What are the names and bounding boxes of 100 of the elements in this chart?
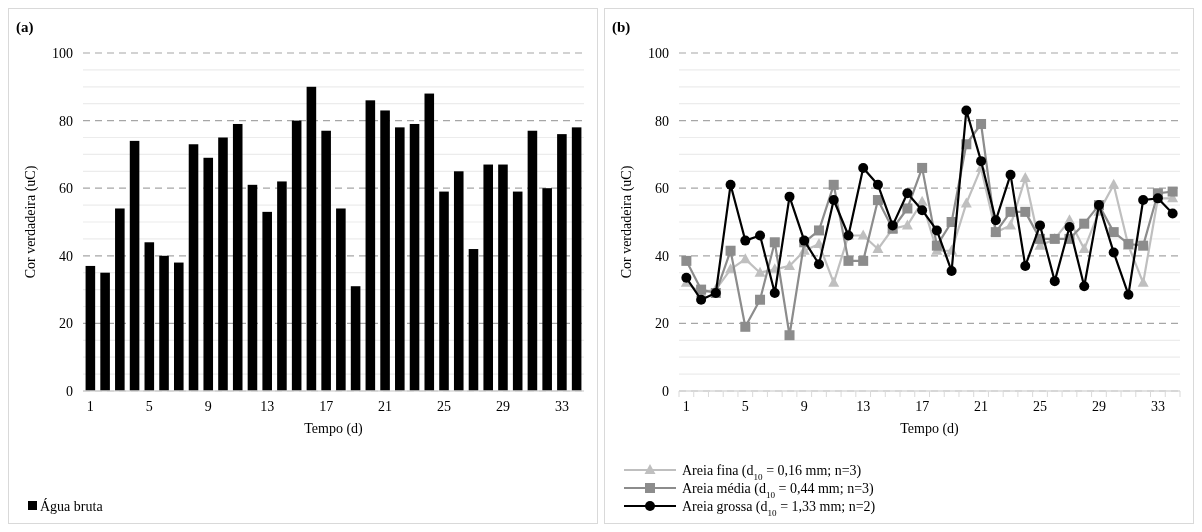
point [1020, 206, 1031, 217]
point [917, 205, 928, 216]
y-tick-label: 100 [52, 45, 73, 61]
x-tick-label: 29 [495, 399, 510, 414]
point [990, 215, 1001, 226]
x-tick-label: 25 [437, 399, 452, 414]
bar [483, 164, 494, 391]
y-tick-label: 60 [59, 181, 73, 197]
x-tick-label: 13 [856, 399, 871, 414]
point [843, 255, 854, 266]
point [784, 259, 796, 270]
bar [232, 123, 243, 391]
bar [159, 255, 169, 391]
bar [512, 191, 523, 391]
y-tick-label: 20 [59, 316, 73, 332]
x-tick-label: 33 [1150, 399, 1165, 414]
x-tick-label: 17 [319, 399, 334, 414]
y-tick-label: 80 [655, 113, 669, 129]
bar [571, 127, 582, 391]
legend-label: Areia fina (d$_{10}$ = 0,16 mm; n=3) [682, 462, 862, 482]
point [769, 237, 780, 248]
x-axis-title: Tempo (d) [304, 421, 364, 437]
point [1049, 276, 1060, 287]
point [740, 321, 751, 332]
point [960, 197, 972, 208]
y-tick-label: 0 [66, 383, 73, 399]
y-axis-title: Cor verdadeira (uC) [619, 165, 635, 279]
point [740, 235, 751, 246]
bar [468, 249, 479, 391]
bar [247, 184, 258, 391]
bar [115, 208, 125, 391]
bar [100, 272, 110, 391]
bar [542, 188, 552, 391]
bar [188, 144, 199, 391]
legend-label: Areia grossa (d$_{10}$ = 1,33 mm; n=2) [682, 498, 876, 518]
point [1108, 227, 1119, 238]
bar [439, 191, 449, 391]
bar [527, 130, 538, 391]
x-tick-label: 29 [1091, 399, 1106, 414]
point [902, 188, 913, 199]
point [696, 294, 707, 305]
point [902, 203, 913, 214]
point [901, 219, 913, 230]
y-tick-label: 80 [59, 113, 73, 129]
point [1019, 172, 1031, 183]
bar [424, 93, 435, 391]
point [976, 156, 987, 167]
x-tick-label: 13 [260, 399, 275, 414]
bar [498, 164, 508, 391]
bar [129, 140, 140, 391]
point [858, 162, 869, 173]
bar [144, 242, 155, 391]
bar [262, 211, 272, 391]
bar [365, 100, 376, 391]
x-tick-label: 1 [682, 399, 690, 414]
point [755, 230, 766, 241]
bar [336, 208, 346, 391]
bar [350, 286, 361, 391]
point [1108, 178, 1120, 189]
bar [85, 265, 96, 391]
point [1079, 218, 1090, 229]
point [931, 225, 942, 236]
point [931, 240, 942, 251]
x-tick-label: 21 [974, 399, 989, 414]
point [813, 225, 824, 236]
y-tick-label: 0 [662, 383, 669, 399]
bar [306, 86, 317, 391]
x-tick-label: 21 [378, 399, 393, 414]
y-tick-label: 40 [59, 248, 73, 264]
point [828, 179, 839, 190]
bar [557, 134, 567, 391]
x-axis-title: Tempo (d) [900, 421, 960, 437]
point [1078, 243, 1090, 254]
point [755, 294, 766, 305]
y-axis-title: Cor verdadeira (uC) [23, 165, 39, 279]
x-tick-label: 25 [1033, 399, 1048, 414]
point [1020, 260, 1031, 271]
bar [203, 157, 214, 391]
point [1138, 195, 1149, 206]
point [858, 255, 869, 266]
x-tick-label: 1 [86, 399, 94, 414]
bar [218, 137, 228, 391]
x-tick-label: 5 [145, 399, 153, 414]
point [872, 179, 883, 190]
point [1167, 186, 1178, 197]
point [1138, 240, 1149, 251]
point [754, 266, 766, 277]
point [976, 118, 987, 129]
point [725, 179, 736, 190]
bar [409, 123, 420, 391]
bar [453, 171, 464, 391]
y-tick-label: 100 [648, 45, 669, 61]
point [828, 276, 840, 287]
bar [277, 181, 287, 391]
x-tick-label: 9 [800, 399, 808, 414]
point [917, 162, 928, 173]
legend-label: Areia média (d$_{10}$ = 0,44 mm; n=3) [682, 480, 875, 500]
point [1005, 219, 1017, 230]
point [813, 259, 824, 270]
bar [380, 110, 390, 391]
